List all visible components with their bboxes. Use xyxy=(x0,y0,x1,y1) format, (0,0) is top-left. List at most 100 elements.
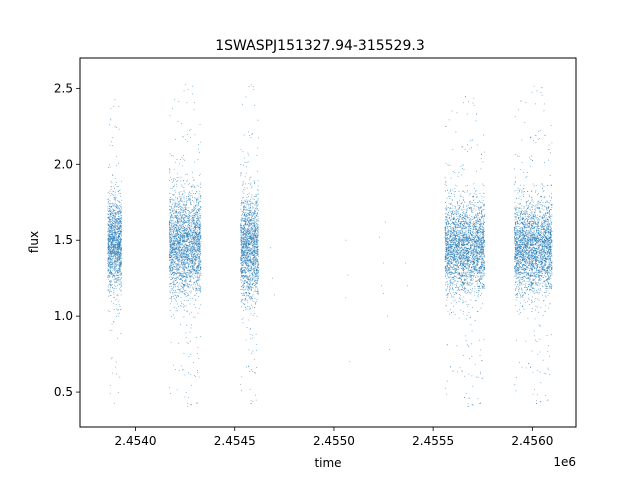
data-point xyxy=(111,248,112,249)
data-point xyxy=(249,220,251,221)
data-point xyxy=(120,234,122,236)
data-point xyxy=(246,257,247,259)
data-point xyxy=(110,280,111,282)
data-point xyxy=(184,229,186,230)
data-point xyxy=(177,212,179,214)
data-point xyxy=(120,242,121,244)
data-point xyxy=(184,257,186,259)
data-point xyxy=(181,214,183,216)
data-point xyxy=(195,216,197,218)
data-point xyxy=(172,230,174,232)
data-point xyxy=(169,169,171,171)
data-point xyxy=(107,310,109,312)
data-point xyxy=(114,211,116,213)
data-point xyxy=(246,254,248,256)
data-point xyxy=(176,230,177,232)
data-point xyxy=(184,215,186,217)
data-point xyxy=(191,263,193,264)
data-point xyxy=(112,245,114,247)
data-point xyxy=(193,255,194,257)
data-point xyxy=(183,231,185,232)
data-point xyxy=(113,290,115,291)
data-point xyxy=(254,301,256,303)
data-point xyxy=(188,184,190,186)
data-point xyxy=(121,263,122,265)
data-point xyxy=(185,174,187,176)
data-point xyxy=(171,243,173,245)
data-point xyxy=(175,255,176,257)
data-point xyxy=(250,199,251,200)
data-point xyxy=(193,249,194,251)
data-point xyxy=(192,240,194,242)
data-point xyxy=(116,165,118,167)
data-point xyxy=(183,259,185,261)
data-point xyxy=(182,222,184,224)
data-point xyxy=(116,226,118,227)
data-point xyxy=(250,289,252,291)
data-point xyxy=(196,211,198,213)
data-point xyxy=(245,218,246,220)
data-point xyxy=(188,219,190,221)
data-point xyxy=(116,298,118,300)
data-point xyxy=(255,221,257,222)
data-point xyxy=(184,240,186,242)
data-point xyxy=(109,243,111,245)
data-point xyxy=(120,261,122,263)
data-point xyxy=(113,237,115,239)
data-point xyxy=(188,250,190,252)
data-point xyxy=(111,254,113,255)
data-point xyxy=(188,242,190,244)
data-point xyxy=(118,210,120,211)
data-point xyxy=(119,264,121,266)
data-point xyxy=(178,248,180,249)
data-point xyxy=(194,269,196,271)
data-point xyxy=(108,259,109,261)
data-point xyxy=(112,242,114,244)
data-point xyxy=(194,213,196,215)
data-point xyxy=(255,276,256,278)
data-point xyxy=(243,253,244,255)
data-point xyxy=(186,197,187,199)
data-point xyxy=(197,285,199,287)
data-point xyxy=(117,274,119,276)
data-point xyxy=(182,218,184,219)
data-point xyxy=(114,203,116,205)
data-point xyxy=(182,274,184,276)
data-point xyxy=(246,250,248,252)
data-point xyxy=(109,252,111,254)
data-point xyxy=(177,288,179,290)
data-point xyxy=(248,306,250,308)
data-point xyxy=(177,272,179,273)
data-point xyxy=(170,244,172,246)
data-point xyxy=(115,237,117,239)
data-point xyxy=(254,246,256,247)
data-point xyxy=(107,279,109,281)
data-point xyxy=(178,264,180,266)
data-point xyxy=(117,250,119,251)
data-point xyxy=(118,222,120,223)
data-point xyxy=(176,258,178,260)
data-point xyxy=(193,256,194,258)
data-point xyxy=(178,272,180,274)
data-point xyxy=(118,246,119,248)
data-point xyxy=(169,218,171,220)
data-point xyxy=(179,250,181,252)
data-point xyxy=(193,221,195,223)
data-point xyxy=(242,202,244,204)
data-point xyxy=(182,369,184,371)
data-point xyxy=(116,224,117,226)
data-point xyxy=(250,242,251,244)
data-point xyxy=(176,221,178,223)
data-point xyxy=(194,186,196,188)
data-point xyxy=(110,226,112,228)
data-point xyxy=(192,197,194,199)
data-point xyxy=(174,215,176,217)
data-point xyxy=(176,265,178,267)
data-point xyxy=(174,247,176,248)
data-point xyxy=(174,215,176,216)
data-point xyxy=(244,289,246,291)
data-point xyxy=(253,247,255,249)
data-point xyxy=(182,262,184,264)
data-point xyxy=(196,225,198,226)
data-point xyxy=(192,243,194,245)
